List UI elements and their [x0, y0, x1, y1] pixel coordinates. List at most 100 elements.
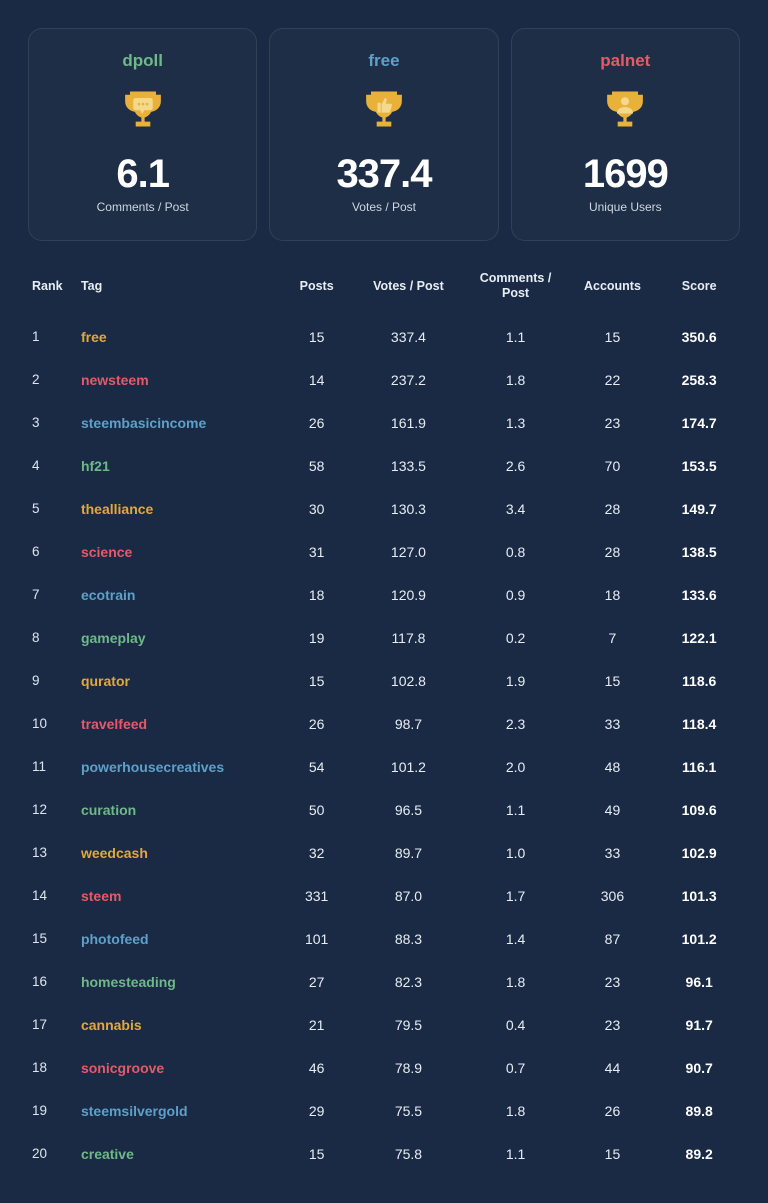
stat-card: dpoll 6.1 Comments / Post: [28, 28, 257, 241]
cell-rank: 15: [28, 917, 77, 960]
table-row: 17 cannabis 21 79.5 0.4 23 91.7: [28, 1003, 740, 1046]
cell-rank: 14: [28, 874, 77, 917]
cell-rank: 4: [28, 444, 77, 487]
card-sub: Comments / Post: [39, 200, 246, 214]
cell-accounts: 23: [567, 401, 659, 444]
cell-tag[interactable]: qurator: [77, 659, 281, 702]
cell-posts: 14: [281, 358, 352, 401]
cell-score: 96.1: [658, 960, 740, 1003]
table-row: 8 gameplay 19 117.8 0.2 7 122.1: [28, 616, 740, 659]
cell-posts: 26: [281, 702, 352, 745]
stat-card: free 337.4 Votes / Post: [269, 28, 498, 241]
cell-tag[interactable]: steemsilvergold: [77, 1089, 281, 1132]
cell-comments: 1.8: [465, 358, 567, 401]
cell-tag[interactable]: sonicgroove: [77, 1046, 281, 1089]
cell-rank: 17: [28, 1003, 77, 1046]
cell-tag[interactable]: steembasicincome: [77, 401, 281, 444]
cell-votes: 89.7: [352, 831, 464, 874]
cell-accounts: 15: [567, 315, 659, 358]
col-posts[interactable]: Posts: [281, 261, 352, 315]
cell-tag[interactable]: hf21: [77, 444, 281, 487]
cell-score: 89.2: [658, 1132, 740, 1175]
cell-tag[interactable]: weedcash: [77, 831, 281, 874]
cell-accounts: 15: [567, 659, 659, 702]
cell-rank: 19: [28, 1089, 77, 1132]
cell-comments: 0.9: [465, 573, 567, 616]
cell-tag[interactable]: travelfeed: [77, 702, 281, 745]
cell-tag[interactable]: steem: [77, 874, 281, 917]
cell-posts: 331: [281, 874, 352, 917]
cell-votes: 161.9: [352, 401, 464, 444]
cell-tag[interactable]: creative: [77, 1132, 281, 1175]
cell-rank: 1: [28, 315, 77, 358]
table-row: 5 thealliance 30 130.3 3.4 28 149.7: [28, 487, 740, 530]
cell-posts: 32: [281, 831, 352, 874]
cell-accounts: 33: [567, 831, 659, 874]
table-row: 7 ecotrain 18 120.9 0.9 18 133.6: [28, 573, 740, 616]
cell-tag[interactable]: science: [77, 530, 281, 573]
cell-posts: 54: [281, 745, 352, 788]
col-rank[interactable]: Rank: [28, 261, 77, 315]
cell-accounts: 28: [567, 530, 659, 573]
card-value: 337.4: [280, 154, 487, 194]
cell-comments: 2.3: [465, 702, 567, 745]
col-accounts[interactable]: Accounts: [567, 261, 659, 315]
cell-tag[interactable]: homesteading: [77, 960, 281, 1003]
col-score[interactable]: Score: [658, 261, 740, 315]
card-value: 1699: [522, 154, 729, 194]
cell-accounts: 26: [567, 1089, 659, 1132]
cell-rank: 13: [28, 831, 77, 874]
cell-tag[interactable]: ecotrain: [77, 573, 281, 616]
cell-score: 258.3: [658, 358, 740, 401]
cell-accounts: 15: [567, 1132, 659, 1175]
table-row: 15 photofeed 101 88.3 1.4 87 101.2: [28, 917, 740, 960]
cell-accounts: 48: [567, 745, 659, 788]
cell-rank: 10: [28, 702, 77, 745]
cell-score: 174.7: [658, 401, 740, 444]
cell-score: 118.6: [658, 659, 740, 702]
cell-score: 350.6: [658, 315, 740, 358]
card-sub: Unique Users: [522, 200, 729, 214]
cell-rank: 11: [28, 745, 77, 788]
cell-tag[interactable]: powerhousecreatives: [77, 745, 281, 788]
cell-tag[interactable]: free: [77, 315, 281, 358]
cell-accounts: 22: [567, 358, 659, 401]
cell-comments: 1.7: [465, 874, 567, 917]
cell-tag[interactable]: newsteem: [77, 358, 281, 401]
cell-accounts: 87: [567, 917, 659, 960]
col-tag[interactable]: Tag: [77, 261, 281, 315]
table-row: 11 powerhousecreatives 54 101.2 2.0 48 1…: [28, 745, 740, 788]
cell-comments: 1.1: [465, 1132, 567, 1175]
stats-cards: dpoll 6.1 Comments / Post free 337.4 Vot…: [28, 28, 740, 241]
table-row: 9 qurator 15 102.8 1.9 15 118.6: [28, 659, 740, 702]
cell-tag[interactable]: thealliance: [77, 487, 281, 530]
cell-votes: 78.9: [352, 1046, 464, 1089]
cell-tag[interactable]: curation: [77, 788, 281, 831]
cell-rank: 16: [28, 960, 77, 1003]
cell-score: 109.6: [658, 788, 740, 831]
col-comments[interactable]: Comments / Post: [465, 261, 567, 315]
cell-comments: 1.9: [465, 659, 567, 702]
cell-accounts: 33: [567, 702, 659, 745]
cell-tag[interactable]: cannabis: [77, 1003, 281, 1046]
cell-score: 89.8: [658, 1089, 740, 1132]
cell-score: 90.7: [658, 1046, 740, 1089]
cell-posts: 26: [281, 401, 352, 444]
cell-accounts: 49: [567, 788, 659, 831]
table-row: 18 sonicgroove 46 78.9 0.7 44 90.7: [28, 1046, 740, 1089]
stat-card: palnet 1699 Unique Users: [511, 28, 740, 241]
table-row: 2 newsteem 14 237.2 1.8 22 258.3: [28, 358, 740, 401]
table-row: 6 science 31 127.0 0.8 28 138.5: [28, 530, 740, 573]
cell-tag[interactable]: photofeed: [77, 917, 281, 960]
cell-tag[interactable]: gameplay: [77, 616, 281, 659]
cell-score: 153.5: [658, 444, 740, 487]
cell-posts: 31: [281, 530, 352, 573]
cell-score: 122.1: [658, 616, 740, 659]
table-header-row: Rank Tag Posts Votes / Post Comments / P…: [28, 261, 740, 315]
cell-comments: 1.4: [465, 917, 567, 960]
col-votes[interactable]: Votes / Post: [352, 261, 464, 315]
cell-accounts: 23: [567, 1003, 659, 1046]
cell-accounts: 306: [567, 874, 659, 917]
cell-comments: 0.8: [465, 530, 567, 573]
cell-votes: 337.4: [352, 315, 464, 358]
